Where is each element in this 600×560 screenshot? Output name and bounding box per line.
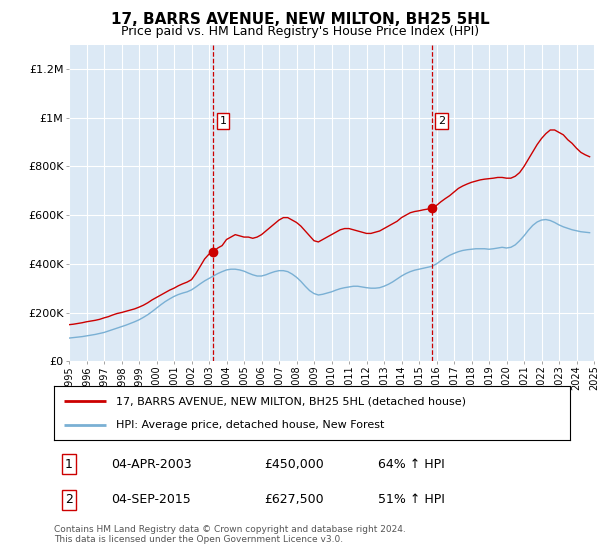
Text: 64% ↑ HPI: 64% ↑ HPI — [378, 458, 445, 471]
Text: 2: 2 — [438, 116, 445, 126]
Text: 1: 1 — [220, 116, 227, 126]
Text: HPI: Average price, detached house, New Forest: HPI: Average price, detached house, New … — [116, 419, 384, 430]
Text: 2: 2 — [65, 493, 73, 506]
Text: 17, BARRS AVENUE, NEW MILTON, BH25 5HL (detached house): 17, BARRS AVENUE, NEW MILTON, BH25 5HL (… — [116, 396, 466, 407]
Text: £450,000: £450,000 — [264, 458, 324, 471]
Text: Contains HM Land Registry data © Crown copyright and database right 2024.
This d: Contains HM Land Registry data © Crown c… — [54, 525, 406, 544]
Text: 17, BARRS AVENUE, NEW MILTON, BH25 5HL: 17, BARRS AVENUE, NEW MILTON, BH25 5HL — [110, 12, 490, 27]
Text: 51% ↑ HPI: 51% ↑ HPI — [378, 493, 445, 506]
Text: 1: 1 — [65, 458, 73, 471]
Text: Price paid vs. HM Land Registry's House Price Index (HPI): Price paid vs. HM Land Registry's House … — [121, 25, 479, 38]
Text: £627,500: £627,500 — [264, 493, 323, 506]
Text: 04-APR-2003: 04-APR-2003 — [111, 458, 191, 471]
Text: 04-SEP-2015: 04-SEP-2015 — [111, 493, 191, 506]
